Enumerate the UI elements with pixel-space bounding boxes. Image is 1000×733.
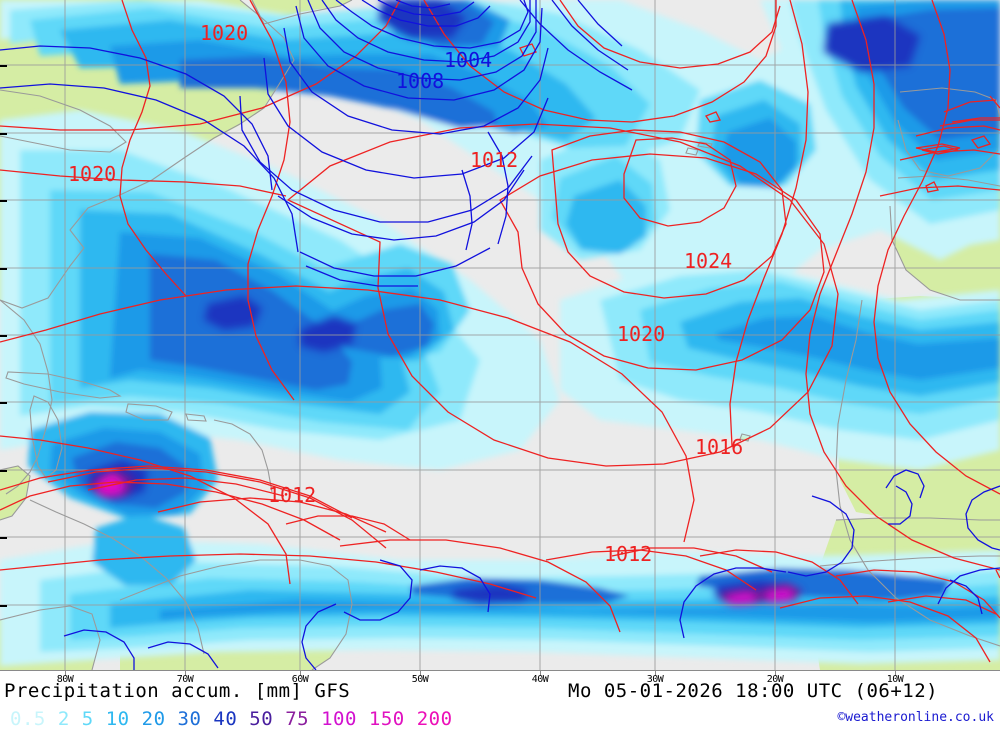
x-axis-label: 30W xyxy=(646,674,664,685)
legend-step-100[interactable]: 100 xyxy=(321,708,357,730)
isobar-label: 1020 xyxy=(617,322,665,346)
isobar-label: 1012 xyxy=(604,542,652,566)
isobar-label: 1020 xyxy=(200,21,248,45)
precip-level-30 xyxy=(72,0,1000,604)
x-axis-label: 70W xyxy=(176,674,194,685)
y-axis-tick xyxy=(0,537,7,539)
isobar-label: 1012 xyxy=(470,148,518,172)
coastlines xyxy=(0,0,1000,670)
isobar-label: 1008 xyxy=(396,69,444,93)
legend-step-2[interactable]: 2 xyxy=(57,708,70,730)
x-axis-label: 80W xyxy=(56,674,74,685)
isobar-label: 1024 xyxy=(684,249,732,273)
legend-step-50[interactable]: 50 xyxy=(249,708,274,730)
isobars-high xyxy=(0,0,1000,663)
x-axis-label: 50W xyxy=(411,674,429,685)
legend-step-40[interactable]: 40 xyxy=(213,708,238,730)
y-axis-tick xyxy=(0,335,7,337)
x-axis-tick xyxy=(65,670,66,676)
map-panel[interactable]: 1020 1004 1008 1012 1020 1024 1020 1016 1012 1012 xyxy=(0,0,1000,670)
y-axis-tick xyxy=(0,133,7,135)
isobar-label: 1020 xyxy=(68,162,116,186)
x-axis-tick xyxy=(540,670,541,676)
precipitation-field xyxy=(0,0,1000,666)
legend-step-150[interactable]: 150 xyxy=(368,708,405,730)
x-axis-tick xyxy=(300,670,301,676)
x-axis-tick xyxy=(775,670,776,676)
precipitation-colorbar-legend[interactable]: 0.5 2 5 10 20 30 40 50 75 100 150 200 xyxy=(10,708,453,730)
chart-title: Precipitation accum. [mm] GFS xyxy=(4,680,351,702)
copyright-notice: ©weatheronline.co.uk xyxy=(837,710,994,725)
legend-step-0.5[interactable]: 0.5 xyxy=(10,708,46,730)
legend-step-200[interactable]: 200 xyxy=(416,708,453,730)
footer: 80W 70W 60W 50W 40W 30W 20W 10W Precipitation a… xyxy=(0,670,1000,733)
y-axis-tick xyxy=(0,65,7,67)
y-axis-tick xyxy=(0,268,7,270)
x-axis-line xyxy=(0,670,1000,671)
legend-step-10[interactable]: 10 xyxy=(105,708,130,730)
legend-step-5[interactable]: 5 xyxy=(81,708,94,730)
y-axis-tick xyxy=(0,402,7,404)
x-axis-label: 60W xyxy=(291,674,309,685)
x-axis-tick xyxy=(420,670,421,676)
x-axis-label: 20W xyxy=(766,674,784,685)
x-axis-label: 10W xyxy=(886,674,904,685)
model-run-timestamp: Mo 05-01-2026 18:00 UTC (06+12) xyxy=(568,680,939,702)
x-axis-label: 40W xyxy=(531,674,549,685)
legend-step-75[interactable]: 75 xyxy=(285,708,310,730)
isobar-label: 1016 xyxy=(695,435,743,459)
x-axis-tick xyxy=(655,670,656,676)
y-axis-tick xyxy=(0,605,7,607)
legend-step-20[interactable]: 20 xyxy=(141,708,166,730)
legend-step-30[interactable]: 30 xyxy=(177,708,202,730)
y-axis-tick xyxy=(0,470,7,472)
x-axis-tick xyxy=(185,670,186,676)
isobar-label: 1012 xyxy=(268,483,316,507)
y-axis-tick xyxy=(0,200,7,202)
isobar-label: 1004 xyxy=(444,48,492,72)
x-axis-tick xyxy=(895,670,896,676)
isobars-low xyxy=(0,0,1000,670)
